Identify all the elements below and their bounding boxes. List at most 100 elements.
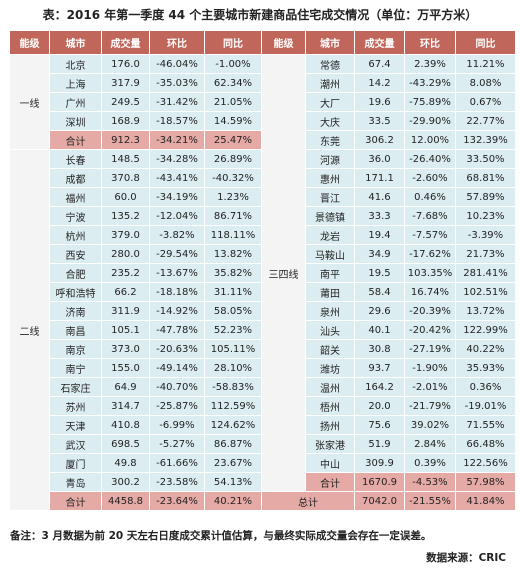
cell: 60.0 — [101, 187, 150, 207]
title: 表：2016 年第一季度 44 个主要城市新建商品住宅成交情况（单位：万平方米） — [42, 8, 478, 22]
cell: 314.7 — [101, 396, 150, 416]
cell: -1.00% — [204, 54, 262, 74]
cell: 大厂 — [305, 92, 355, 112]
cell: -6.99% — [149, 415, 205, 435]
cell: 潮州 — [305, 73, 355, 93]
table-row: 南京 373.0 -20.63% 105.11% 韶关 30.8 -27.19% 40.22% — [10, 339, 516, 359]
header-cell: 同比 — [455, 30, 516, 55]
cell: -17.62% — [404, 244, 456, 264]
cell: 成都 — [49, 168, 102, 188]
cell: 0.39% — [404, 453, 456, 473]
header-cell: 能级 — [9, 30, 50, 55]
cell: 36.0 — [354, 149, 405, 169]
table-row: 南昌 105.1 -47.78% 52.23% 汕头 40.1 -20.42% 122.99% — [10, 320, 516, 340]
cell: 132.39% — [455, 130, 516, 150]
cell: 148.5 — [101, 149, 150, 169]
cell: 34.9 — [354, 244, 405, 264]
cell: 8.08% — [455, 73, 516, 93]
cell: 40.1 — [354, 320, 405, 340]
cell: 合肥 — [49, 263, 102, 283]
cell: -34.19% — [149, 187, 205, 207]
cell: 济南 — [49, 301, 102, 321]
cell: 青岛 — [49, 472, 102, 492]
cell: -75.89% — [404, 92, 456, 112]
cell: 370.8 — [101, 168, 150, 188]
cell: 梧州 — [305, 396, 355, 416]
cell: 深圳 — [49, 111, 102, 131]
cell: 62.34% — [204, 73, 262, 93]
cell: 北京 — [49, 54, 102, 74]
header-cell: 城市 — [49, 30, 102, 55]
cell: 102.51% — [455, 282, 516, 302]
cell: 长春 — [49, 149, 102, 169]
cell: 中山 — [305, 453, 355, 473]
cell: 19.6 — [354, 92, 405, 112]
cell: 118.11% — [204, 225, 262, 245]
cell: 51.9 — [354, 434, 405, 454]
cell: 韶关 — [305, 339, 355, 359]
cell: 35.93% — [455, 358, 516, 378]
cell: 合计 — [305, 472, 355, 492]
cell: -3.82% — [149, 225, 205, 245]
cell: 0.36% — [455, 377, 516, 397]
cell: 105.11% — [204, 339, 262, 359]
table-row: 济南 311.9 -14.92% 58.05% 泉州 29.6 -20.39% 13.72% — [10, 301, 516, 321]
cell: 25.47% — [204, 130, 262, 150]
cell: 66.48% — [455, 434, 516, 454]
cell: 马鞍山 — [305, 244, 355, 264]
tier-cell: 一线 — [9, 54, 50, 150]
cell: 168.9 — [101, 111, 150, 131]
cell: 常德 — [305, 54, 355, 74]
table-row: 成都 370.8 -43.41% -40.32% 惠州 171.1 -2.60% 68.81% — [10, 168, 516, 188]
cell: -20.39% — [404, 301, 456, 321]
cell: 杭州 — [49, 225, 102, 245]
cell: 12.00% — [404, 130, 456, 150]
cell: 373.0 — [101, 339, 150, 359]
cell: 武汉 — [49, 434, 102, 454]
cell: -19.01% — [455, 396, 516, 416]
cell: 235.2 — [101, 263, 150, 283]
cell: 14.2 — [354, 73, 405, 93]
cell: 泉州 — [305, 301, 355, 321]
cell: 大庆 — [305, 111, 355, 131]
cell: -58.83% — [204, 377, 262, 397]
cell: 33.5 — [354, 111, 405, 131]
cell: 苏州 — [49, 396, 102, 416]
cell: -27.19% — [404, 339, 456, 359]
cell: 温州 — [305, 377, 355, 397]
cell: -1.90% — [404, 358, 456, 378]
cell: 176.0 — [101, 54, 150, 74]
cell: 13.72% — [455, 301, 516, 321]
cell: 河源 — [305, 149, 355, 169]
cell: -14.92% — [149, 301, 205, 321]
table-body: 一线 北京 176.0 -46.04% -1.00% 三四线 常德 67.4 2.39% 11.2… — [9, 54, 516, 511]
cell: -61.66% — [149, 453, 205, 473]
cell: 39.02% — [404, 415, 456, 435]
cell: 57.98% — [455, 472, 516, 492]
cell: 40.21% — [204, 491, 262, 511]
table-row: 呼和浩特 66.2 -18.18% 31.11% 莆田 58.4 16.74% 102.51% — [10, 282, 516, 302]
cell: 379.0 — [101, 225, 150, 245]
tier-cell: 二线 — [9, 149, 50, 511]
cell: -21.79% — [404, 396, 456, 416]
cell: -23.64% — [149, 491, 205, 511]
cell: 扬州 — [305, 415, 355, 435]
header-cell: 环比 — [149, 30, 205, 55]
header-cell: 同比 — [204, 30, 262, 55]
cell: 31.11% — [204, 282, 262, 302]
cell: 29.6 — [354, 301, 405, 321]
header-cell: 成交量 — [101, 30, 150, 55]
total-cell: -21.55% — [404, 491, 456, 511]
cell: 22.77% — [455, 111, 516, 131]
cell: -20.42% — [404, 320, 456, 340]
cell: 112.59% — [204, 396, 262, 416]
cell: -25.87% — [149, 396, 205, 416]
table-row: 二线 长春 148.5 -34.28% 26.89% 河源 36.0 -26.40% 33.50… — [9, 149, 516, 511]
cell: -40.70% — [149, 377, 205, 397]
cell: 合计 — [49, 130, 102, 150]
cell: -5.27% — [149, 434, 205, 454]
cell: 30.8 — [354, 339, 405, 359]
cell: 11.21% — [455, 54, 516, 74]
cell: -29.54% — [149, 244, 205, 264]
cell: 171.1 — [354, 168, 405, 188]
